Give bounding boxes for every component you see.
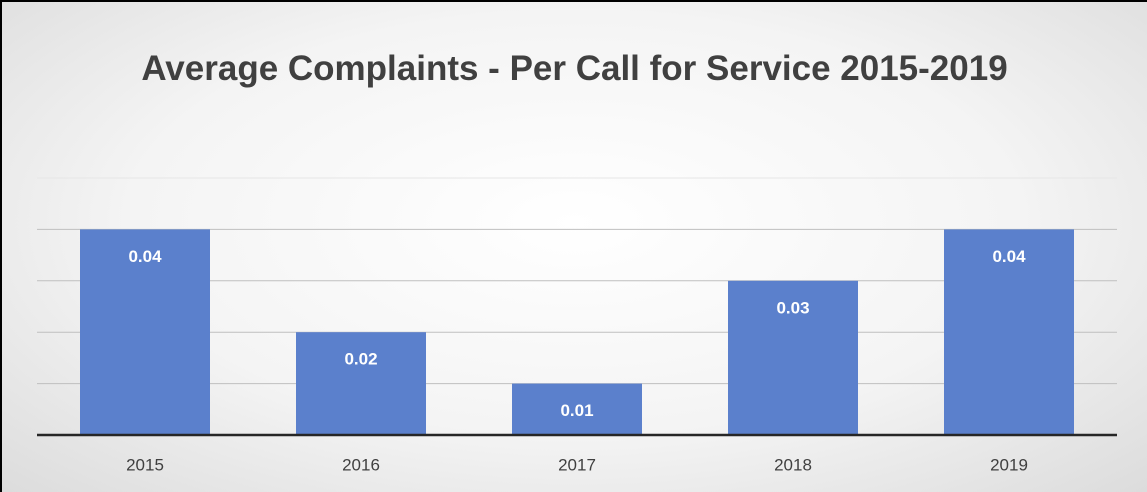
x-tick-label: 2018: [774, 455, 812, 474]
bar: [80, 229, 210, 435]
chart-title: Average Complaints - Per Call for Servic…: [141, 49, 1008, 88]
x-tick-label: 2019: [990, 455, 1028, 474]
data-label: 0.01: [560, 401, 593, 420]
bar: [944, 229, 1074, 435]
bar: [512, 383, 642, 435]
x-tick-label: 2016: [342, 455, 380, 474]
data-label: 0.04: [128, 247, 162, 266]
data-label: 0.03: [776, 298, 809, 317]
x-tick-label: 2015: [126, 455, 164, 474]
x-tick-label: 2017: [558, 455, 596, 474]
bar: [728, 280, 858, 435]
bar: [296, 332, 426, 435]
data-label: 0.04: [992, 247, 1026, 266]
data-label: 0.02: [344, 350, 377, 369]
